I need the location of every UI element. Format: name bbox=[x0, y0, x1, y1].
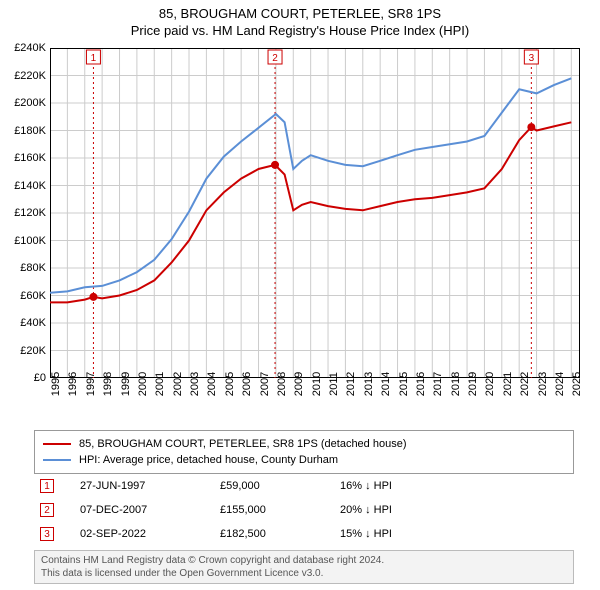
transaction-price: £182,500 bbox=[220, 528, 340, 540]
transactions-table: 1 27-JUN-1997£59,00016% ↓ HPI 2 07-DEC-2007… bbox=[34, 474, 574, 546]
x-tick-label: 1999 bbox=[120, 372, 132, 396]
legend-label: HPI: Average price, detached house, Coun… bbox=[79, 454, 338, 466]
x-tick-label: 1997 bbox=[85, 372, 97, 396]
x-tick-label: 2021 bbox=[502, 372, 514, 396]
legend-swatch bbox=[43, 459, 71, 461]
y-tick-label: £60K bbox=[2, 290, 46, 302]
x-tick-label: 2001 bbox=[154, 372, 166, 396]
attribution-footer: Contains HM Land Registry data © Crown c… bbox=[34, 550, 574, 584]
y-tick-label: £140K bbox=[2, 180, 46, 192]
transaction-hpi-delta: 15% ↓ HPI bbox=[340, 528, 392, 540]
x-tick-label: 2009 bbox=[293, 372, 305, 396]
transaction-price: £59,000 bbox=[220, 480, 340, 492]
transaction-hpi-delta: 16% ↓ HPI bbox=[340, 480, 392, 492]
x-tick-label: 2023 bbox=[537, 372, 549, 396]
transaction-marker-badge: 1 bbox=[40, 479, 54, 493]
x-tick-label: 2003 bbox=[189, 372, 201, 396]
y-tick-label: £200K bbox=[2, 97, 46, 109]
y-tick-label: £120K bbox=[2, 207, 46, 219]
x-tick-label: 1996 bbox=[67, 372, 79, 396]
x-tick-label: 2013 bbox=[363, 372, 375, 396]
y-tick-label: £240K bbox=[2, 42, 46, 54]
legend-label: 85, BROUGHAM COURT, PETERLEE, SR8 1PS (d… bbox=[79, 438, 406, 450]
y-tick-label: £180K bbox=[2, 125, 46, 137]
svg-text:3: 3 bbox=[529, 53, 535, 64]
legend: 85, BROUGHAM COURT, PETERLEE, SR8 1PS (d… bbox=[34, 430, 574, 474]
transaction-row: 2 07-DEC-2007£155,00020% ↓ HPI bbox=[34, 498, 574, 522]
x-tick-label: 2004 bbox=[206, 372, 218, 396]
chart-subtitle: Price paid vs. HM Land Registry's House … bbox=[0, 23, 600, 38]
transaction-price: £155,000 bbox=[220, 504, 340, 516]
transaction-row: 3 02-SEP-2022£182,50015% ↓ HPI bbox=[34, 522, 574, 546]
y-tick-label: £160K bbox=[2, 152, 46, 164]
x-tick-label: 2015 bbox=[398, 372, 410, 396]
transaction-date: 27-JUN-1997 bbox=[80, 480, 220, 492]
x-tick-label: 2018 bbox=[450, 372, 462, 396]
x-tick-label: 2012 bbox=[345, 372, 357, 396]
x-tick-label: 2002 bbox=[172, 372, 184, 396]
x-tick-label: 2020 bbox=[484, 372, 496, 396]
x-tick-label: 2011 bbox=[328, 372, 340, 396]
legend-item: HPI: Average price, detached house, Coun… bbox=[43, 452, 565, 468]
y-tick-label: £20K bbox=[2, 345, 46, 357]
x-tick-label: 1998 bbox=[102, 372, 114, 396]
legend-swatch bbox=[43, 443, 71, 445]
transaction-marker-badge: 3 bbox=[40, 527, 54, 541]
y-tick-label: £0 bbox=[2, 372, 46, 384]
y-tick-label: £80K bbox=[2, 262, 46, 274]
x-tick-label: 2014 bbox=[380, 372, 392, 396]
x-tick-label: 2000 bbox=[137, 372, 149, 396]
x-tick-label: 1995 bbox=[50, 372, 62, 396]
svg-text:2: 2 bbox=[272, 53, 278, 64]
x-tick-label: 2010 bbox=[311, 372, 323, 396]
x-tick-label: 2019 bbox=[467, 372, 479, 396]
x-tick-label: 2025 bbox=[571, 372, 583, 396]
x-tick-label: 2005 bbox=[224, 372, 236, 396]
transaction-date: 02-SEP-2022 bbox=[80, 528, 220, 540]
y-tick-label: £40K bbox=[2, 317, 46, 329]
transaction-date: 07-DEC-2007 bbox=[80, 504, 220, 516]
footer-line: Contains HM Land Registry data © Crown c… bbox=[41, 554, 567, 567]
chart-title: 85, BROUGHAM COURT, PETERLEE, SR8 1PS bbox=[0, 6, 600, 21]
x-tick-label: 2007 bbox=[259, 372, 271, 396]
footer-line: This data is licensed under the Open Gov… bbox=[41, 567, 567, 580]
x-tick-label: 2006 bbox=[241, 372, 253, 396]
x-tick-label: 2017 bbox=[432, 372, 444, 396]
transaction-marker-badge: 2 bbox=[40, 503, 54, 517]
transaction-hpi-delta: 20% ↓ HPI bbox=[340, 504, 392, 516]
x-tick-label: 2024 bbox=[554, 372, 566, 396]
x-tick-label: 2008 bbox=[276, 372, 288, 396]
y-tick-label: £100K bbox=[2, 235, 46, 247]
svg-text:1: 1 bbox=[91, 53, 97, 64]
transaction-row: 1 27-JUN-1997£59,00016% ↓ HPI bbox=[34, 474, 574, 498]
x-tick-label: 2016 bbox=[415, 372, 427, 396]
y-tick-label: £220K bbox=[2, 70, 46, 82]
x-tick-label: 2022 bbox=[519, 372, 531, 396]
chart-area: 123 £0£20K£40K£60K£80K£100K£120K£140K£16… bbox=[50, 48, 580, 378]
legend-item: 85, BROUGHAM COURT, PETERLEE, SR8 1PS (d… bbox=[43, 436, 565, 452]
line-chart: 1 2 3 bbox=[50, 48, 580, 378]
